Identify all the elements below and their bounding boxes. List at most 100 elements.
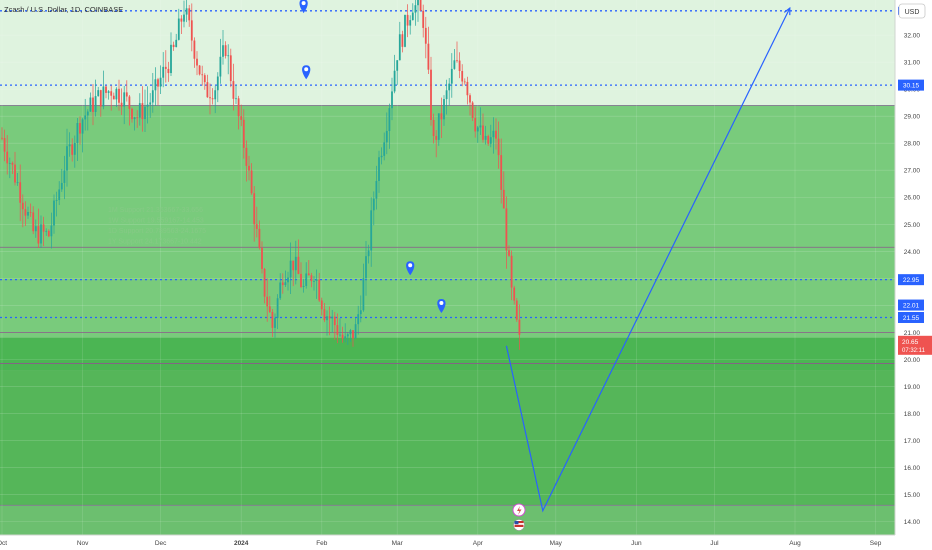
price-level-badge-2-bg	[898, 274, 924, 286]
candle-body	[177, 18, 180, 40]
candle-body	[255, 224, 258, 229]
candle-body	[97, 90, 100, 97]
price-tick-label: 19.00	[904, 384, 921, 391]
support-zone-2	[0, 370, 895, 535]
candle-body	[336, 325, 339, 335]
candle-body	[125, 92, 128, 97]
candle-body	[131, 108, 133, 120]
candle-body	[183, 14, 185, 22]
candle-body	[229, 55, 232, 82]
candle-body	[209, 97, 211, 99]
event-icons[interactable]	[512, 503, 526, 531]
markers	[299, 0, 446, 313]
candle-body	[401, 34, 404, 47]
candle-body	[474, 117, 477, 132]
price-level-badge-3-text: 21.55	[903, 315, 920, 322]
candle-body	[232, 81, 235, 99]
pin-body	[437, 299, 446, 313]
candle-body	[305, 273, 308, 286]
candle-body	[27, 211, 29, 216]
candle-body	[37, 226, 40, 244]
candle-body	[437, 113, 440, 140]
candle-body	[29, 211, 32, 213]
candle-body	[310, 275, 313, 282]
candle-body	[289, 260, 292, 278]
candle-body	[261, 247, 263, 269]
candle-body	[42, 224, 45, 232]
candle-body	[500, 155, 503, 190]
candle-body	[385, 130, 388, 143]
candle-body	[206, 82, 209, 98]
candle-body	[222, 45, 224, 57]
pin-body	[302, 65, 311, 80]
candle-body	[276, 298, 279, 319]
support-zone-1	[0, 337, 895, 371]
map-pin-icon[interactable]	[299, 0, 308, 14]
candle-body	[354, 324, 357, 339]
candle-body	[40, 224, 42, 244]
candle-body	[320, 300, 323, 310]
candle-body	[518, 319, 521, 335]
candle-body	[6, 151, 9, 164]
time-axis[interactable]	[0, 535, 932, 550]
candle-body	[409, 20, 412, 26]
map-pin-icon[interactable]	[406, 261, 415, 276]
candlesticks	[1, 0, 521, 350]
candle-body	[424, 27, 427, 44]
flag-stripe-red2	[514, 524, 524, 527]
candle-body	[66, 146, 68, 171]
pin-body	[406, 261, 415, 276]
candle-body	[105, 86, 107, 93]
candle-body	[331, 316, 334, 319]
price-level-badge-1-bg	[898, 79, 924, 91]
candle-body	[515, 300, 518, 320]
candle-body	[55, 200, 58, 201]
last-level-badge-bg	[898, 299, 924, 311]
candle-body	[180, 18, 183, 22]
time-tick-label: May	[550, 540, 563, 547]
candle-body	[86, 111, 89, 116]
map-pin-icon[interactable]	[437, 299, 446, 313]
time-tick-label: Nov	[77, 540, 89, 547]
candle-body	[34, 226, 37, 232]
flag-canton	[514, 521, 519, 525]
map-pin-icon[interactable]	[302, 65, 311, 80]
candle-body	[112, 95, 115, 100]
projection-line[interactable]	[505, 7, 791, 513]
candle-body	[144, 106, 146, 120]
candle-body	[393, 70, 396, 92]
candle-body	[120, 102, 123, 107]
candle-body	[79, 123, 81, 134]
price-tick-label: 32.00	[904, 33, 921, 40]
candle-body	[141, 103, 144, 120]
support-annotation-1: 1W Support 19.559167-14.453	[108, 218, 204, 225]
candle-body	[63, 170, 66, 183]
candle-body	[203, 75, 206, 83]
candle-body	[417, 0, 419, 6]
candle-body	[274, 318, 276, 328]
candle-body	[84, 115, 87, 120]
candle-body	[404, 14, 406, 47]
candle-body	[492, 130, 495, 138]
candle-body	[133, 117, 136, 120]
candle-body	[224, 45, 227, 56]
pin-hole	[304, 67, 309, 72]
candle-body	[346, 334, 349, 337]
projection-arrowhead	[783, 6, 791, 16]
currency-button[interactable]: USD	[898, 3, 926, 19]
support-annotations: 1M Support 21.363667-33.656 1W Support 19…	[108, 207, 206, 246]
candle-body	[495, 130, 497, 139]
candle-body	[99, 90, 102, 107]
candle-body	[1, 137, 3, 139]
candle-body	[318, 279, 321, 301]
candle-body	[435, 135, 438, 140]
candle-body	[253, 193, 256, 225]
candle-body	[102, 86, 105, 107]
flag-stripe-red	[514, 521, 524, 524]
candle-body	[466, 81, 469, 96]
candle-body	[32, 212, 35, 232]
price-tick-label: 17.00	[904, 438, 921, 445]
candle-body	[362, 278, 365, 311]
candle-body	[138, 103, 141, 118]
